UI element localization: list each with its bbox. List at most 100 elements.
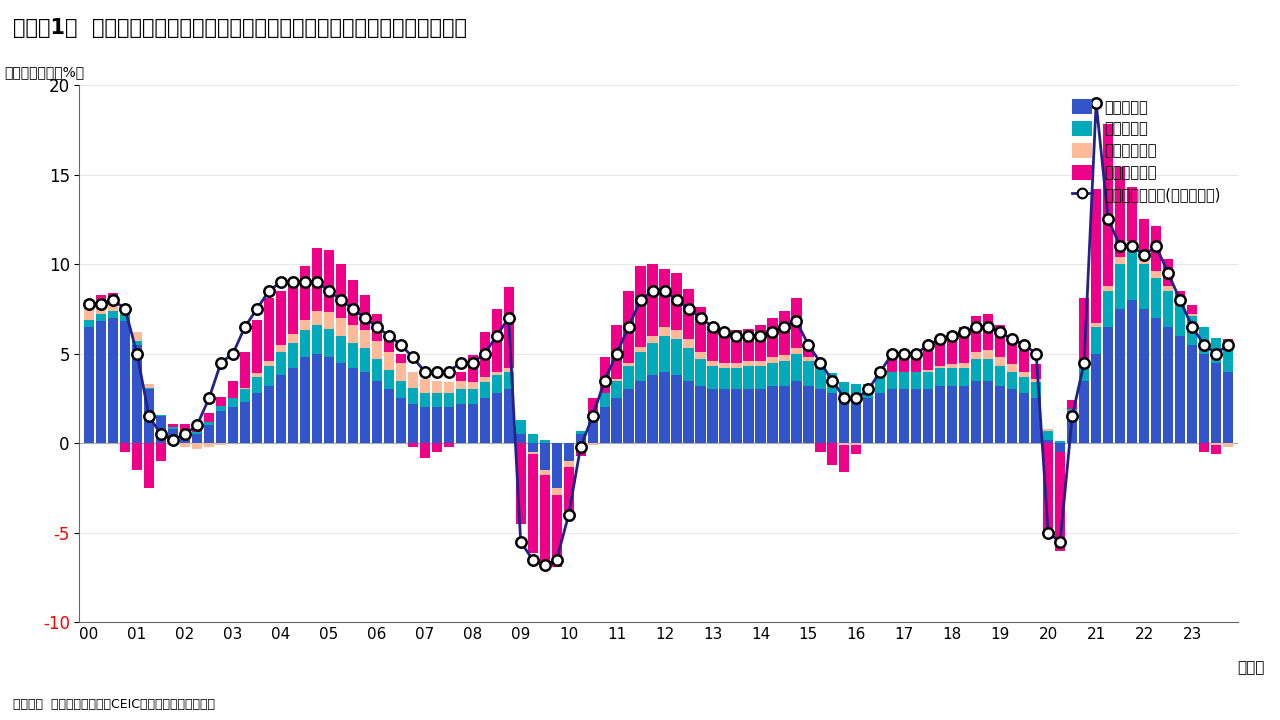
Bar	[204, 413, 214, 422]
Bar	[444, 393, 454, 408]
Bar	[612, 325, 622, 379]
Bar	[1164, 258, 1174, 286]
Bar	[1139, 255, 1149, 264]
Bar	[1187, 314, 1197, 316]
Bar	[288, 280, 298, 334]
Bar	[635, 381, 645, 444]
Bar	[1126, 300, 1137, 444]
Bar	[911, 372, 922, 390]
Bar	[1055, 452, 1065, 551]
Bar	[300, 357, 310, 444]
Bar	[192, 434, 202, 444]
Bar	[420, 379, 430, 393]
Bar	[408, 444, 417, 447]
Bar	[780, 356, 790, 361]
Bar	[132, 444, 142, 470]
Bar	[719, 363, 730, 368]
Bar	[659, 269, 669, 327]
Bar	[576, 444, 586, 447]
Bar	[1091, 189, 1101, 323]
Bar	[252, 377, 262, 393]
Bar	[467, 382, 477, 390]
Bar	[563, 467, 573, 511]
Bar	[492, 372, 502, 375]
Bar	[755, 390, 765, 444]
Bar	[1187, 305, 1197, 314]
Bar	[1068, 409, 1078, 416]
Bar	[84, 320, 95, 327]
Bar	[84, 327, 95, 444]
Bar	[264, 366, 274, 386]
Bar	[108, 298, 118, 310]
Bar	[324, 357, 334, 444]
Bar	[923, 370, 933, 372]
Bar	[1032, 364, 1042, 379]
Bar	[708, 328, 718, 361]
Bar	[983, 314, 993, 350]
Bar	[695, 352, 705, 359]
Bar	[1199, 354, 1210, 444]
Bar	[1019, 377, 1029, 393]
Bar	[1019, 393, 1029, 444]
Bar	[503, 287, 513, 368]
Bar	[96, 321, 106, 444]
Bar	[588, 398, 598, 413]
Bar	[1043, 444, 1053, 533]
Bar	[599, 408, 609, 444]
Bar	[635, 352, 645, 381]
Bar	[168, 423, 178, 427]
Bar	[1019, 372, 1029, 377]
Bar	[228, 408, 238, 444]
Bar	[1151, 318, 1161, 444]
Bar	[420, 393, 430, 408]
Bar	[264, 298, 274, 361]
Bar	[456, 381, 466, 390]
Bar	[1151, 279, 1161, 318]
Bar	[192, 444, 202, 449]
Bar	[1079, 361, 1089, 363]
Bar	[335, 264, 346, 318]
Bar	[516, 444, 526, 524]
Bar	[612, 379, 622, 381]
Bar	[659, 336, 669, 372]
Bar	[371, 359, 381, 381]
Bar	[887, 357, 897, 372]
Bar	[300, 320, 310, 330]
Bar	[804, 357, 814, 361]
Bar	[516, 434, 526, 444]
Bar	[396, 381, 406, 398]
Bar	[804, 361, 814, 386]
Bar	[1187, 345, 1197, 444]
Bar	[1199, 444, 1210, 452]
Bar	[540, 470, 549, 475]
Bar	[1019, 350, 1029, 372]
Bar	[672, 375, 682, 444]
Bar	[1139, 220, 1149, 255]
Bar	[132, 332, 142, 341]
Bar	[791, 354, 801, 381]
Bar	[444, 444, 454, 447]
Bar	[972, 381, 982, 444]
Bar	[503, 368, 513, 372]
Text: （出所）  米国商務省資料やCEICよりインベスコが推計: （出所） 米国商務省資料やCEICよりインベスコが推計	[13, 698, 215, 711]
Bar	[635, 346, 645, 352]
Bar	[863, 384, 873, 398]
Bar	[648, 375, 658, 444]
Bar	[192, 433, 202, 434]
Bar	[527, 444, 538, 452]
Bar	[324, 312, 334, 328]
Bar	[959, 363, 969, 368]
Bar	[1091, 354, 1101, 444]
Bar	[588, 444, 598, 445]
Bar	[275, 345, 285, 352]
Bar	[731, 363, 741, 368]
Bar	[371, 381, 381, 444]
Bar	[348, 368, 358, 444]
Bar	[1139, 309, 1149, 444]
Bar	[1079, 298, 1089, 361]
Bar	[612, 398, 622, 444]
Bar	[923, 348, 933, 370]
Bar	[972, 359, 982, 381]
Bar	[360, 294, 370, 330]
Bar	[1164, 291, 1174, 327]
